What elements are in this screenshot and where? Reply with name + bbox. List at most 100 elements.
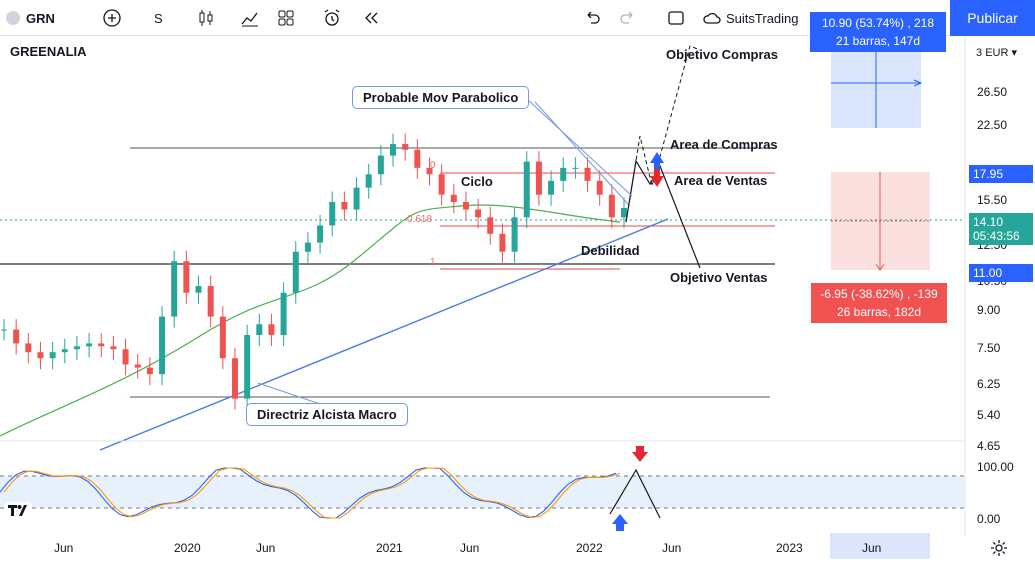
osc-d-line	[3, 467, 621, 519]
indicators-icon	[241, 12, 258, 27]
long-stats-line2: 21 barras, 147d	[835, 34, 921, 48]
candle-body	[353, 187, 360, 210]
candle-body	[475, 209, 482, 218]
symbol-search[interactable]: GRN	[6, 8, 55, 28]
undo-icon	[587, 11, 600, 24]
down-arrow-icon	[650, 169, 664, 187]
candle-body	[548, 180, 555, 195]
candle-body	[86, 343, 93, 347]
time-tick: 2020	[174, 541, 201, 555]
candle-body	[134, 364, 141, 368]
fib-0-label: 0	[430, 160, 436, 171]
directriz-note[interactable]: Directriz Alcista Macro	[246, 403, 408, 426]
candles-group	[1, 133, 627, 410]
time-tick: Jun	[662, 541, 682, 555]
candle-body	[25, 343, 32, 353]
candle-body	[438, 174, 445, 195]
objetivo-compras-label: Objetivo Compras	[666, 47, 778, 62]
redo-button[interactable]	[618, 8, 638, 28]
alert-button[interactable]	[322, 8, 342, 28]
current-price-value: 14.10	[973, 215, 1004, 229]
main-chart[interactable]	[0, 36, 966, 536]
symbol-label: GRN	[26, 10, 55, 26]
time-range-highlight	[830, 533, 930, 559]
square-icon	[668, 11, 684, 25]
short-stats-line2: 26 barras, 182d	[836, 305, 922, 319]
time-tick: 2021	[376, 541, 403, 555]
fib-618-label: 0.618	[407, 214, 433, 225]
candle-body	[377, 155, 384, 175]
long-stats-box: 10.90 (53.74%) , 218 21 barras, 147d	[810, 12, 946, 52]
publish-button[interactable]: Publicar	[950, 0, 1035, 36]
add-symbol-button[interactable]	[102, 8, 122, 28]
candle-body	[621, 207, 627, 218]
candle-body	[219, 316, 226, 359]
parabolic-callout-line	[527, 99, 633, 197]
long-arrow-icon	[913, 79, 923, 87]
candle-body	[450, 194, 457, 202]
gear-icon	[991, 540, 1007, 556]
candle-body	[98, 343, 105, 347]
time-tick: Jun	[256, 541, 276, 555]
layout-button[interactable]	[276, 8, 296, 28]
currency-selector[interactable]: 3 EUR ▾	[976, 46, 1017, 59]
interval-button[interactable]: S	[154, 10, 163, 26]
area-compras-label: Area de Compras	[670, 137, 778, 152]
price-tick: 5.40	[977, 408, 1001, 422]
grid-icon	[278, 10, 294, 26]
candle-body	[231, 358, 238, 399]
alarm-clock-icon	[324, 9, 340, 26]
time-tick: 2022	[576, 541, 603, 555]
candle-body	[317, 225, 324, 243]
price-tick: 9.00	[977, 303, 1001, 317]
indicators-button[interactable]	[240, 8, 260, 28]
area-ventas-label: Area de Ventas	[674, 173, 768, 188]
candle-body	[499, 233, 506, 252]
parabolic-note[interactable]: Probable Mov Parabolico	[352, 86, 530, 109]
tradingview-logo	[4, 502, 32, 524]
price-tag-bottom: 11.00	[969, 264, 1033, 282]
candle-body	[171, 261, 178, 317]
long-stats-line1: 10.90 (53.74%) , 218	[821, 16, 935, 30]
candle-body	[37, 352, 44, 359]
candle-body	[572, 167, 579, 169]
osc-down-arrow-icon	[632, 446, 648, 462]
cloud-icon	[703, 12, 721, 24]
moving-average-line	[0, 204, 621, 437]
projection-solid-path	[625, 159, 701, 269]
price-tick: 22.50	[977, 118, 1008, 132]
broker-label: SuitsTrading	[726, 10, 799, 26]
candle-body	[365, 174, 372, 188]
fib-1-label: 1	[430, 257, 436, 268]
candles-style-button[interactable]	[196, 8, 216, 28]
candle-body	[487, 217, 494, 234]
candle-body	[61, 349, 68, 353]
chart-title: GREENALIA	[10, 44, 87, 59]
time-tick: Jun	[54, 541, 74, 555]
replay-button[interactable]	[361, 8, 381, 28]
candle-body	[608, 194, 615, 218]
candles-icon	[199, 10, 213, 26]
candle-body	[159, 316, 166, 375]
symbol-logo-icon	[6, 11, 20, 25]
candle-body	[110, 346, 117, 350]
debilidad-label: Debilidad	[581, 243, 640, 258]
candle-body	[256, 324, 263, 336]
candle-body	[390, 143, 397, 156]
projection-dashed-path	[625, 45, 701, 223]
undo-button[interactable]	[582, 8, 602, 28]
trend-line[interactable]	[99, 218, 669, 451]
short-arrow-icon	[875, 263, 885, 271]
fullscreen-button[interactable]	[666, 8, 686, 28]
candle-body	[146, 367, 153, 375]
candle-body	[1, 329, 7, 331]
price-tag-current: 14.10 05:43:56	[969, 213, 1033, 245]
price-tick: 26.50	[977, 85, 1008, 99]
candle-body	[584, 167, 591, 181]
osc-tick-0: 0.00	[977, 512, 1001, 526]
candle-body	[73, 346, 80, 350]
candle-body	[244, 335, 251, 399]
cloud-save-button[interactable]: SuitsTrading	[702, 8, 799, 28]
settings-button[interactable]	[990, 539, 1008, 562]
candle-body	[414, 149, 421, 168]
